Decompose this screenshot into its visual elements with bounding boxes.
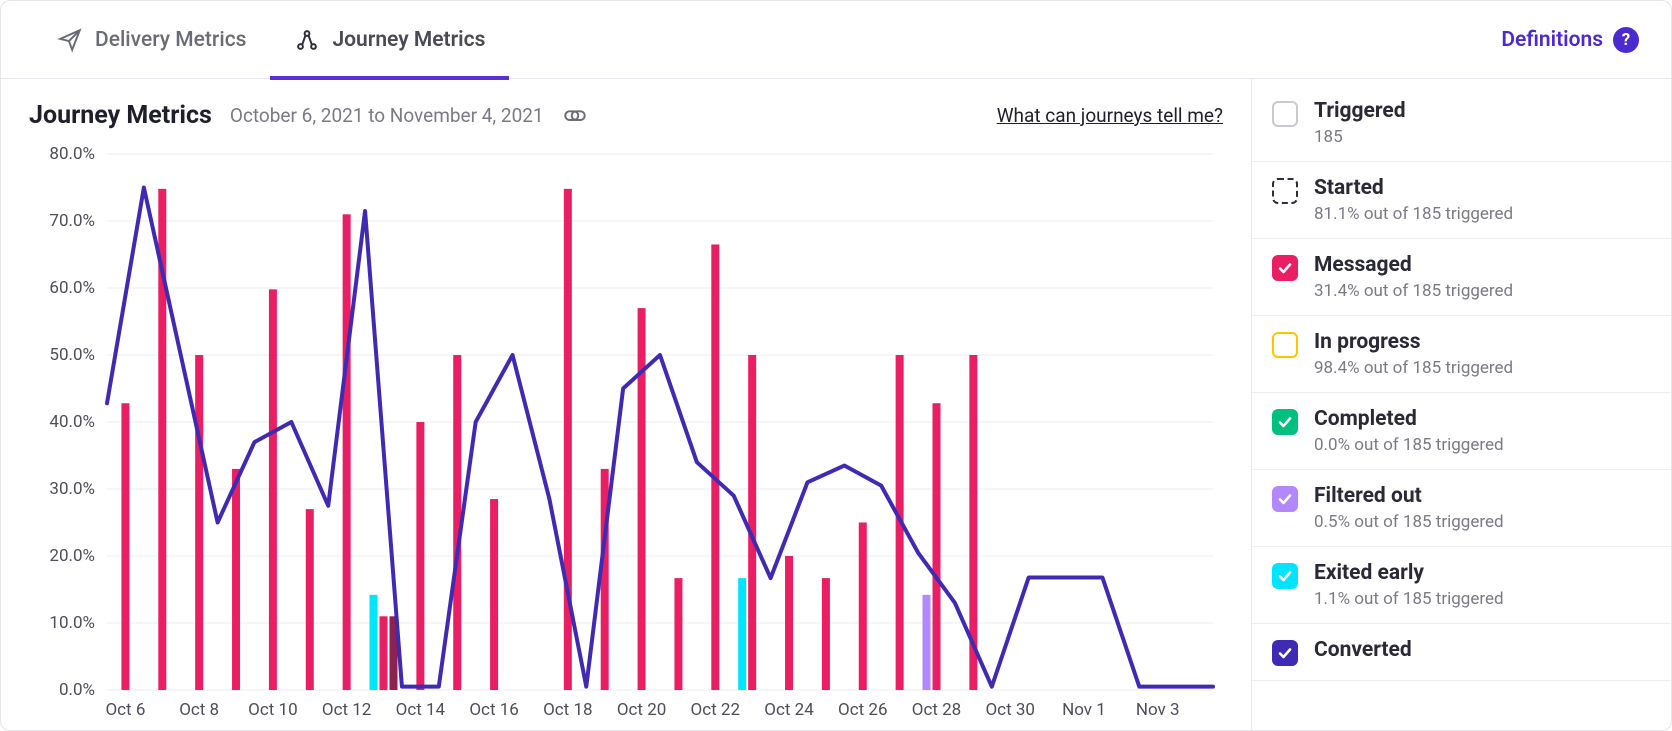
date-range: October 6, 2021 to November 4, 2021 [230,104,544,127]
legend-checkbox-filtered[interactable] [1272,486,1298,512]
legend-label: Messaged [1314,253,1513,277]
tab-journey-label: Journey Metrics [332,28,485,52]
tab-delivery-label: Delivery Metrics [95,28,246,52]
y-tick-label: 0.0% [29,680,95,700]
legend-checkbox-triggered[interactable] [1272,101,1298,127]
y-tick-label: 10.0% [29,613,95,633]
page-header: Journey Metrics October 6, 2021 to Novem… [29,101,1223,130]
what-can-journeys-link[interactable]: What can journeys tell me? [997,104,1223,127]
legend-sub: 185 [1314,127,1406,147]
legend-item-in_progress[interactable]: In progress 98.4% out of 185 triggered [1252,316,1671,393]
legend-label: Started [1314,176,1513,200]
legend-label: Converted [1314,638,1412,662]
legend-item-exited[interactable]: Exited early 1.1% out of 185 triggered [1252,547,1671,624]
legend-item-triggered[interactable]: Triggered 185 [1252,85,1671,162]
x-tick-label: Oct 10 [248,700,297,720]
x-tick-label: Oct 8 [179,700,219,720]
legend-item-completed[interactable]: Completed 0.0% out of 185 triggered [1252,393,1671,470]
x-tick-label: Oct 22 [691,700,740,720]
legend-checkbox-exited[interactable] [1272,563,1298,589]
legend-checkbox-started[interactable] [1272,178,1298,204]
x-tick-label: Oct 30 [985,700,1034,720]
x-tick-label: Oct 20 [617,700,666,720]
y-tick-label: 20.0% [29,546,95,566]
y-tick-label: 60.0% [29,278,95,298]
journey-icon [294,27,320,53]
legend-item-converted[interactable]: Converted [1252,624,1671,681]
y-tick-label: 80.0% [29,144,95,164]
legend-panel: Triggered 185 Started 81.1% out of 185 trig… [1251,79,1671,730]
link-icon[interactable] [562,107,588,125]
x-tick-label: Oct 16 [469,700,518,720]
page-title: Journey Metrics [29,101,212,130]
x-tick-label: Oct 26 [838,700,887,720]
legend-checkbox-messaged[interactable] [1272,255,1298,281]
definitions-link[interactable]: Definitions [1501,28,1603,52]
x-tick-label: Oct 14 [396,700,445,720]
legend-item-filtered[interactable]: Filtered out 0.5% out of 185 triggered [1252,470,1671,547]
legend-label: Exited early [1314,561,1504,585]
legend-checkbox-in_progress[interactable] [1272,332,1298,358]
legend-sub: 1.1% out of 185 triggered [1314,589,1504,609]
legend-sub: 0.5% out of 185 triggered [1314,512,1504,532]
y-tick-label: 30.0% [29,479,95,499]
legend-checkbox-completed[interactable] [1272,409,1298,435]
legend-label: Triggered [1314,99,1406,123]
x-tick-label: Oct 24 [764,700,813,720]
x-tick-label: Nov 3 [1136,700,1180,720]
legend-sub: 31.4% out of 185 triggered [1314,281,1513,301]
y-tick-label: 70.0% [29,211,95,231]
x-tick-label: Oct 12 [322,700,371,720]
legend-sub: 0.0% out of 185 triggered [1314,435,1504,455]
legend-label: Completed [1314,407,1504,431]
tabs-bar: Delivery Metrics Journey Metrics Definit… [1,1,1671,79]
tab-journey-metrics[interactable]: Journey Metrics [270,1,509,79]
legend-checkbox-converted[interactable] [1272,640,1298,666]
journey-metrics-chart: 0.0%10.0%20.0%30.0%40.0%50.0%60.0%70.0%8… [29,148,1223,730]
legend-item-started[interactable]: Started 81.1% out of 185 triggered [1252,162,1671,239]
legend-label: Filtered out [1314,484,1504,508]
y-tick-label: 50.0% [29,345,95,365]
legend-sub: 81.1% out of 185 triggered [1314,204,1513,224]
x-tick-label: Nov 1 [1062,700,1106,720]
y-tick-label: 40.0% [29,412,95,432]
legend-label: In progress [1314,330,1513,354]
paper-plane-icon [57,27,83,53]
x-tick-label: Oct 18 [543,700,592,720]
x-tick-label: Oct 6 [105,700,145,720]
tab-delivery-metrics[interactable]: Delivery Metrics [33,1,270,79]
x-tick-label: Oct 28 [912,700,961,720]
legend-item-messaged[interactable]: Messaged 31.4% out of 185 triggered [1252,239,1671,316]
legend-sub: 98.4% out of 185 triggered [1314,358,1513,378]
help-icon[interactable]: ? [1613,27,1639,53]
